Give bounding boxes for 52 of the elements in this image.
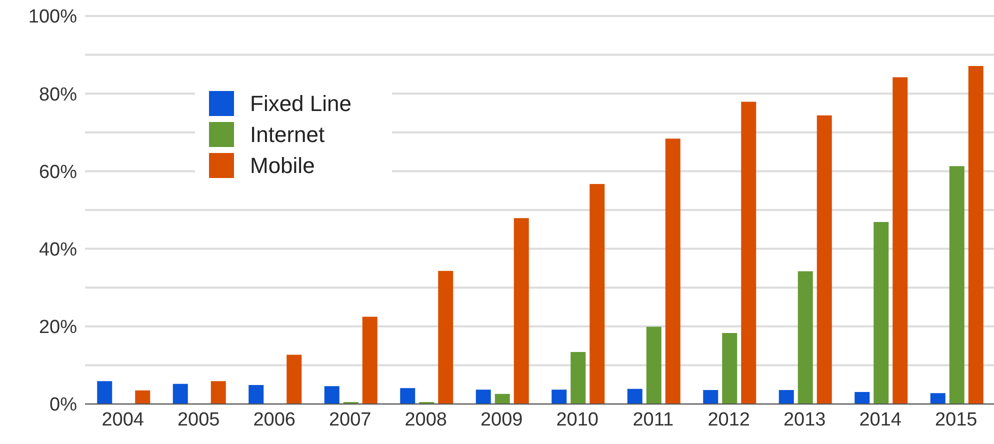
- legend-label: Internet: [250, 122, 325, 148]
- x-tick-label: 2005: [177, 409, 220, 430]
- bar: [210, 381, 226, 404]
- bar: [798, 271, 813, 404]
- x-tick-label: 2014: [859, 409, 902, 430]
- bar: [874, 222, 889, 404]
- bar: [968, 66, 984, 404]
- bar: [778, 390, 794, 404]
- bar: [362, 316, 378, 404]
- x-tick-label: 2015: [934, 409, 978, 430]
- y-tick-label: 60%: [38, 162, 78, 183]
- bar: [665, 138, 680, 404]
- x-tick-label: 2006: [253, 409, 296, 430]
- x-tick-label: 2007: [328, 409, 372, 430]
- x-tick-label: 2008: [404, 409, 448, 430]
- y-tick-label: 80%: [38, 84, 78, 106]
- bar: [930, 393, 946, 404]
- bar: [722, 332, 738, 404]
- x-tick-label: 2010: [556, 409, 599, 430]
- x-tick-label: 2004: [102, 409, 144, 430]
- bar: [627, 388, 642, 404]
- y-tick-label: 20%: [38, 317, 78, 338]
- y-tick-label: 100%: [28, 6, 78, 28]
- x-tick-label: 2009: [480, 409, 523, 430]
- x-tick-label: 2013: [783, 409, 826, 430]
- bar: [570, 352, 586, 404]
- bar: [438, 270, 454, 404]
- x-tick-label: 2011: [632, 409, 674, 430]
- legend-label: Mobile: [250, 152, 315, 178]
- bar: [476, 390, 491, 404]
- bar: [514, 218, 529, 404]
- bar: [172, 384, 188, 404]
- bar: [816, 115, 832, 404]
- x-tick-label: 2012: [708, 409, 750, 430]
- bar: [248, 384, 264, 404]
- bar: [324, 386, 340, 404]
- bar: [590, 184, 605, 404]
- y-tick-label: 40%: [38, 240, 78, 261]
- bar: [400, 388, 416, 404]
- bar: [97, 381, 112, 404]
- y-tick-label: 0%: [50, 394, 78, 416]
- legend-label: Fixed Line: [250, 90, 352, 116]
- bar: [741, 102, 756, 404]
- bar: [949, 166, 964, 404]
- bar: [552, 390, 567, 404]
- bar: [703, 390, 718, 404]
- bar: [135, 390, 150, 404]
- bar: [854, 392, 870, 404]
- bar: [286, 354, 302, 404]
- bar: [646, 326, 662, 404]
- bar: [494, 394, 510, 404]
- bar: [892, 77, 908, 404]
